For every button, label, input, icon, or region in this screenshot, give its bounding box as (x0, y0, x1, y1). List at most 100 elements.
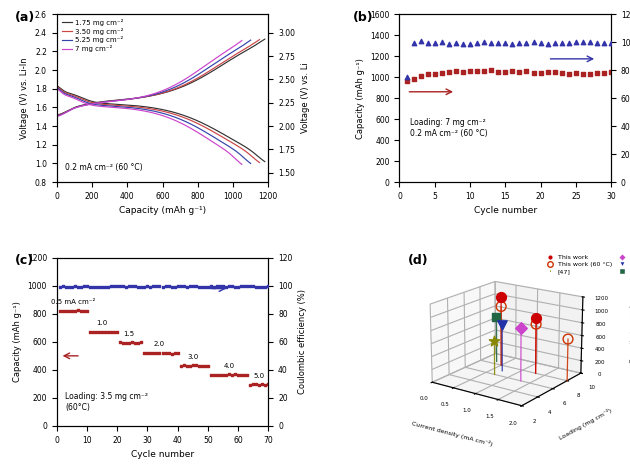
Point (245, 283, 255, 290)
1.75 mg cm⁻² (177, 111, 185, 117)
Point (599, 69, 609, 76)
Y-axis label: Capacity (mAh g⁻¹): Capacity (mAh g⁻¹) (356, 58, 365, 139)
Point (472, 67, 482, 75)
Point (444, 68, 454, 75)
Point (181, 283, 192, 290)
Point (209, 371, 219, 378)
Text: (d): (d) (408, 255, 428, 267)
Legend: 1.75 mg cm⁻², 3.50 mg cm⁻², 5.25 mg cm⁻², 7 mg cm⁻²: 1.75 mg cm⁻², 3.50 mg cm⁻², 5.25 mg cm⁻²… (60, 17, 125, 53)
Point (212, 283, 222, 290)
Point (564, 39, 574, 47)
Point (585, 38, 595, 46)
Point (146, 349, 156, 356)
Point (260, 381, 270, 389)
Point (221, 283, 231, 291)
Point (118, 339, 129, 347)
5.25 mg cm⁻² (247, 161, 255, 166)
1.75 mg cm⁻² (152, 105, 159, 111)
Point (79, 283, 89, 290)
Point (542, 68, 553, 75)
Point (251, 283, 261, 291)
Point (239, 283, 249, 290)
Y-axis label: Coulombic efficiency (%): Coulombic efficiency (%) (298, 289, 307, 395)
Point (100, 283, 110, 290)
Point (248, 381, 258, 388)
Point (151, 283, 161, 290)
Point (176, 362, 186, 370)
Point (218, 283, 228, 290)
Point (58, 307, 68, 315)
Line: 3.50 mg cm⁻²: 3.50 mg cm⁻² (57, 87, 260, 162)
Point (557, 39, 567, 47)
Point (260, 283, 270, 290)
Point (522, 68, 532, 75)
Point (215, 283, 225, 290)
Point (606, 39, 616, 46)
Point (158, 283, 168, 291)
Point (154, 283, 164, 290)
Y-axis label: Loading (mg cm⁻²): Loading (mg cm⁻²) (558, 407, 612, 441)
Point (458, 68, 468, 76)
Point (121, 283, 131, 291)
Point (224, 282, 234, 290)
Point (592, 69, 602, 76)
Point (161, 283, 171, 290)
Point (58, 283, 68, 290)
Point (549, 68, 559, 76)
Point (451, 39, 461, 46)
Point (103, 329, 113, 336)
Point (437, 69, 447, 77)
Point (100, 329, 110, 336)
3.50 mg cm⁻² (256, 160, 263, 165)
Point (197, 362, 207, 370)
Point (571, 70, 581, 77)
Point (500, 39, 510, 47)
Point (76, 283, 86, 291)
Point (254, 381, 264, 388)
Point (149, 283, 159, 290)
Point (206, 371, 216, 379)
Point (486, 39, 496, 46)
Point (106, 283, 116, 290)
Point (578, 38, 588, 46)
Point (465, 40, 475, 47)
Y-axis label: Capacity (mAh g⁻¹): Capacity (mAh g⁻¹) (13, 301, 22, 382)
Point (185, 283, 195, 290)
1.75 mg cm⁻² (166, 108, 173, 114)
Point (94, 283, 104, 290)
Line: 7 mg cm⁻²: 7 mg cm⁻² (57, 88, 242, 164)
Point (161, 349, 171, 357)
Point (60, 307, 71, 315)
Point (536, 39, 546, 46)
7 mg cm⁻² (205, 136, 212, 142)
Point (82, 307, 92, 315)
1.75 mg cm⁻² (256, 155, 263, 161)
Point (209, 283, 219, 290)
Y-axis label: Voltage (V) vs. Li: Voltage (V) vs. Li (301, 63, 309, 133)
Point (224, 371, 234, 378)
1.75 mg cm⁻² (224, 133, 231, 139)
Point (191, 283, 201, 290)
1.75 mg cm⁻² (153, 106, 161, 111)
Point (479, 67, 489, 75)
Point (97, 283, 107, 290)
Point (430, 40, 440, 47)
Text: Loading: 3.5 mg cm⁻²
(60°C): Loading: 3.5 mg cm⁻² (60°C) (65, 392, 148, 412)
Point (465, 67, 475, 75)
Text: 0.2 mA cm⁻² (60 °C): 0.2 mA cm⁻² (60 °C) (65, 163, 143, 172)
Point (486, 67, 496, 74)
Point (215, 372, 225, 379)
Point (423, 70, 433, 78)
Point (599, 39, 609, 47)
Point (139, 283, 149, 291)
Point (251, 380, 261, 388)
Point (542, 40, 553, 48)
Point (233, 371, 243, 379)
Point (549, 39, 559, 46)
Point (236, 283, 246, 290)
Point (522, 39, 532, 47)
Point (166, 350, 176, 357)
Point (88, 328, 98, 336)
Point (500, 68, 510, 76)
Point (88, 283, 98, 290)
